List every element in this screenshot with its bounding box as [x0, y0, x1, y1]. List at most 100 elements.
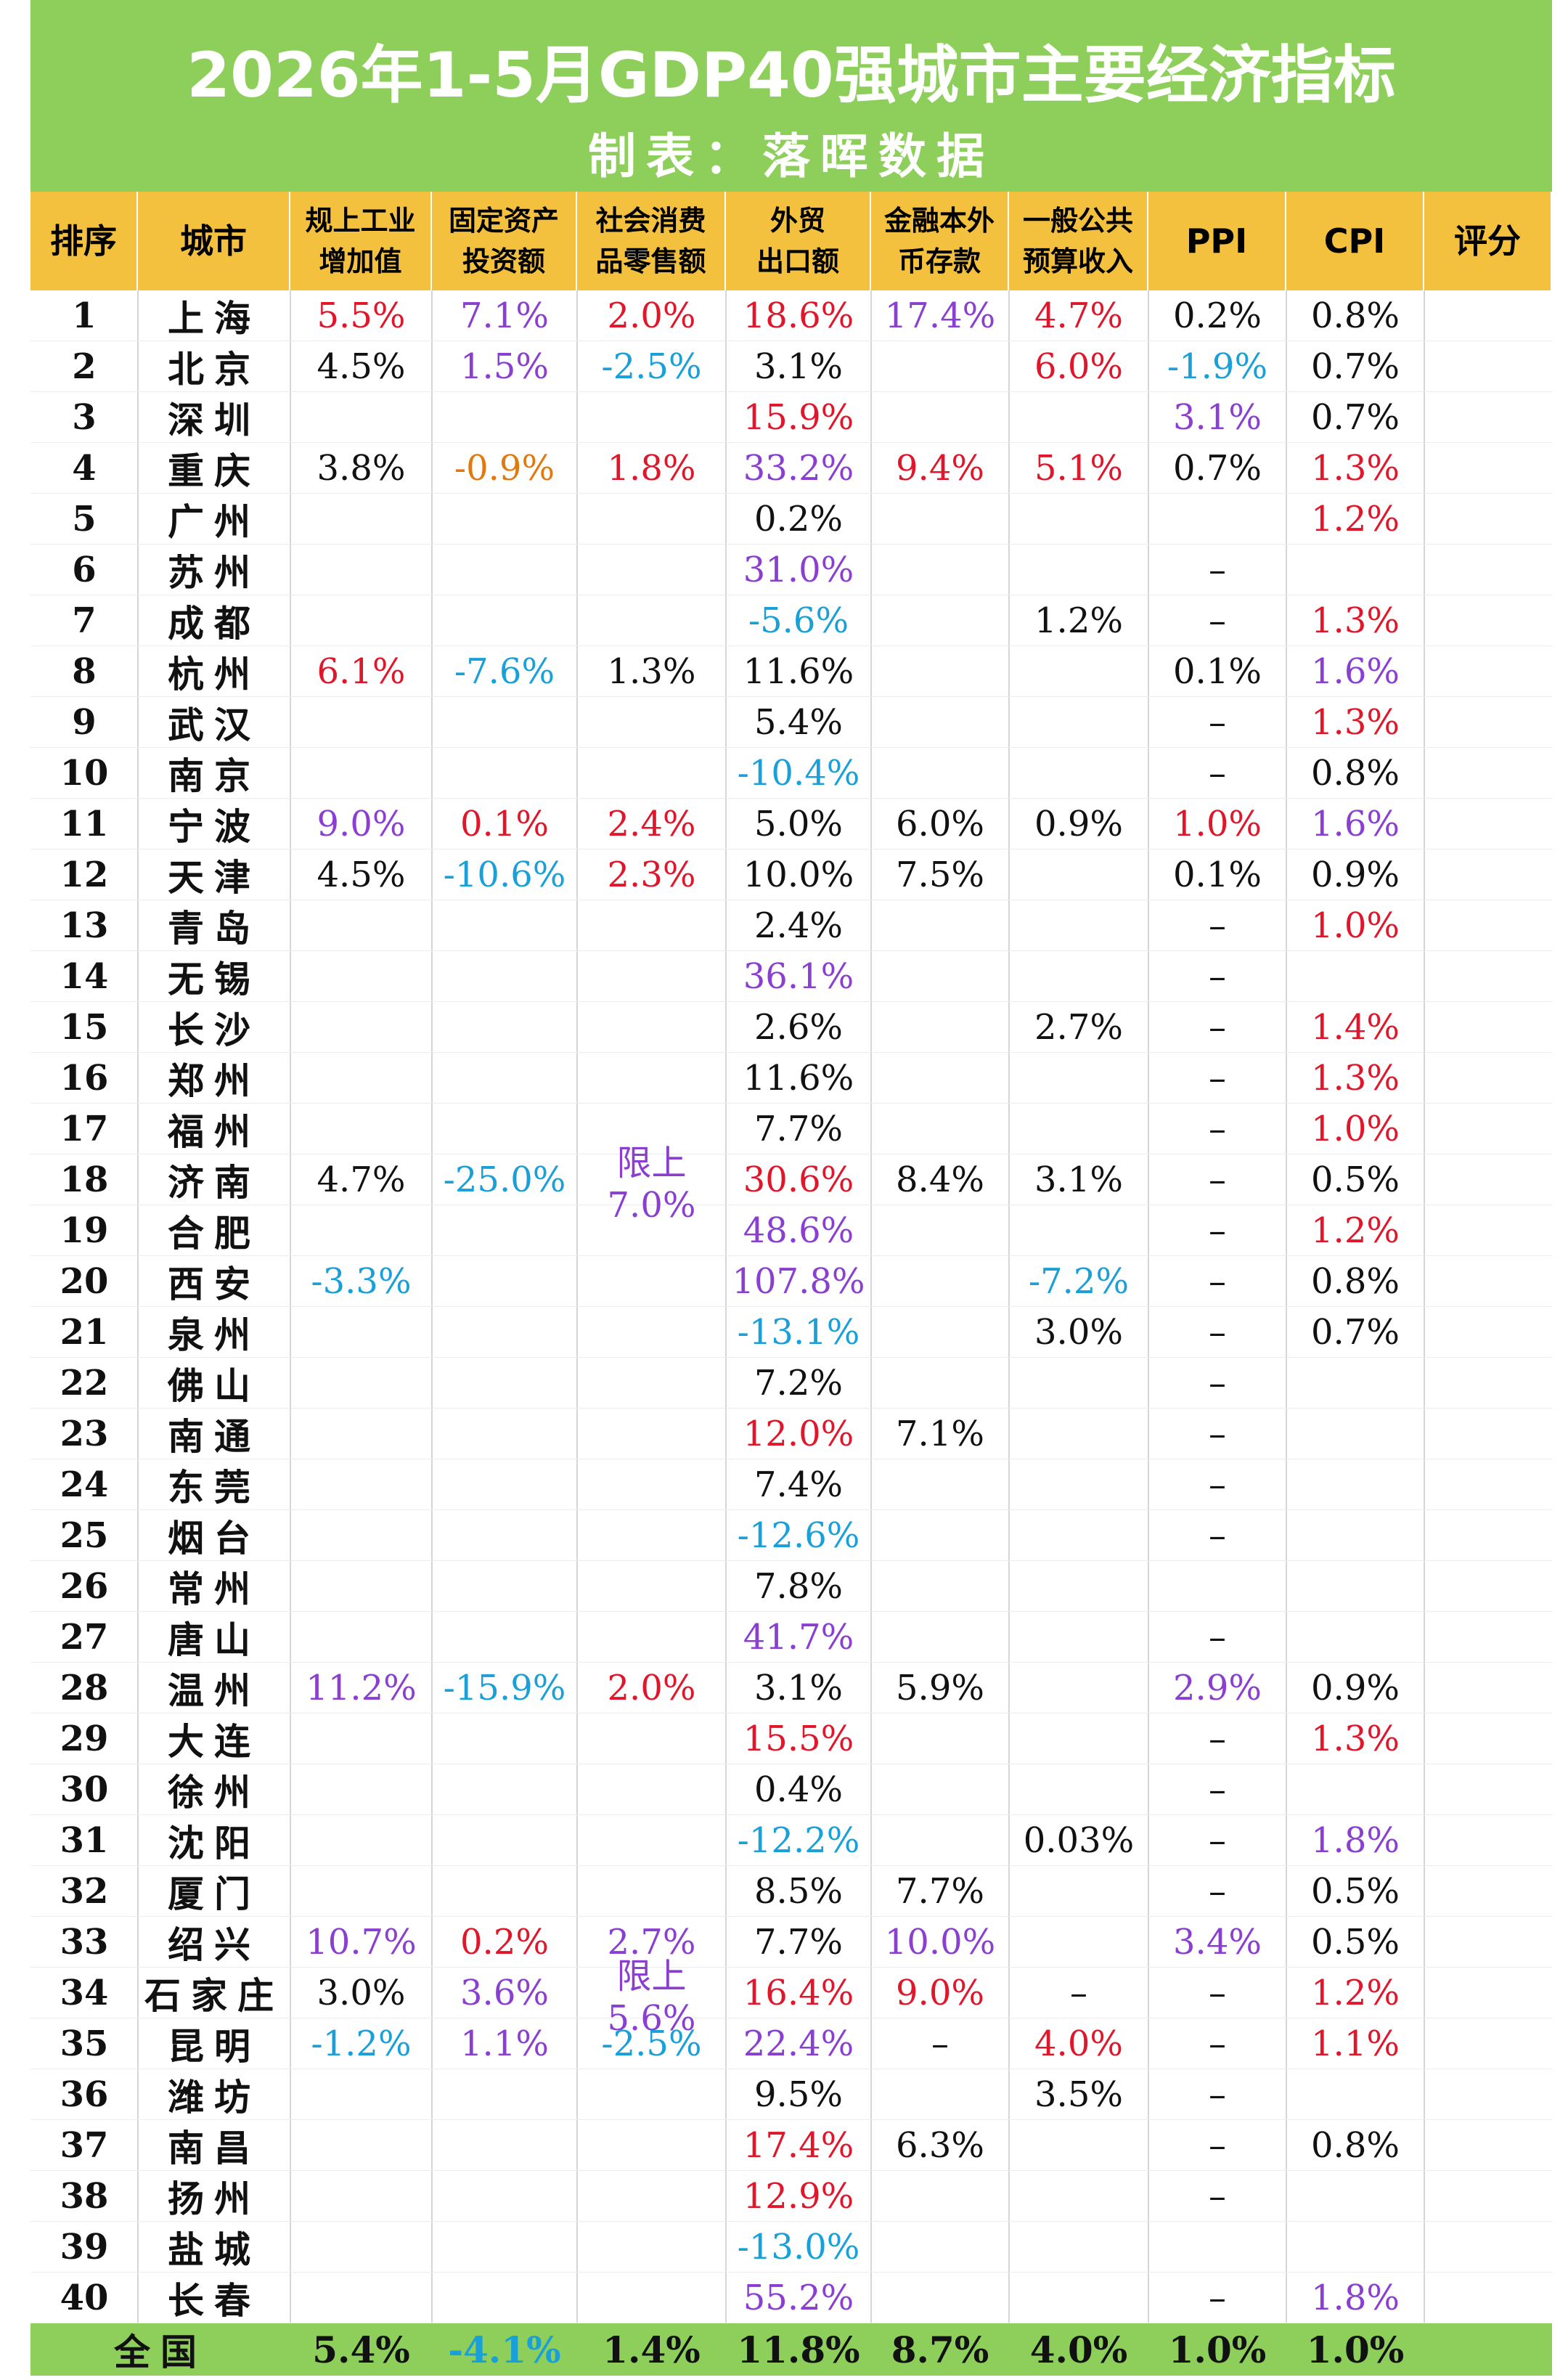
table-cell: 0.9% — [1034, 804, 1123, 844]
table-cell: 北京 — [168, 348, 261, 391]
subtitle: 制表：落晖数据 — [588, 129, 995, 184]
table-cell: 南通 — [168, 1415, 261, 1458]
table-cell: -12.2% — [737, 1820, 860, 1861]
table-cell: – — [1209, 2176, 1226, 2217]
table-cell: – — [1209, 1973, 1226, 2013]
table-cell: – — [1209, 1820, 1226, 1861]
table-cell: 1.0% — [1306, 2328, 1405, 2371]
table-cell: 3.0% — [1034, 1312, 1123, 1353]
table-cell: 31 — [60, 1820, 109, 1861]
table-cell: 0.7% — [1311, 397, 1400, 438]
table-cell: 2.9% — [1173, 1668, 1262, 1708]
table-cell: – — [1209, 1769, 1226, 1810]
table-cell: 9.0% — [896, 1973, 984, 2013]
column-divider — [576, 290, 578, 2323]
header-line: 金融本外 — [883, 205, 995, 237]
table-cell: 26 — [60, 1566, 109, 1607]
row-divider — [30, 1306, 1552, 1307]
table-cell: 大连 — [168, 1720, 261, 1763]
table-cell: 12 — [60, 855, 109, 895]
table-cell: 4.0% — [1029, 2328, 1128, 2371]
column-header: 固定资产 投资额 — [432, 192, 577, 290]
row-divider — [30, 442, 1552, 443]
table-cell: -3.3% — [311, 1261, 412, 1302]
table-cell: – — [1209, 1464, 1226, 1505]
column-header: 一般公共 预算收入 — [1009, 192, 1148, 290]
table-cell: – — [1209, 1871, 1226, 1912]
table-cell: 1.8% — [607, 448, 696, 489]
table-cell: -13.1% — [737, 1312, 860, 1353]
column-divider — [137, 290, 139, 2323]
header-line: 社会消费 — [595, 205, 706, 237]
table-cell: -13.0% — [737, 2227, 860, 2267]
table-cell: 3.8% — [317, 448, 406, 489]
header-line: PPI — [1185, 221, 1248, 261]
table-cell: 1.3% — [1311, 448, 1400, 489]
table-cell: 107.8% — [732, 1261, 865, 1302]
table-cell: 9 — [72, 702, 97, 743]
column-header: 社会消费 品零售额 — [577, 192, 726, 290]
table-cell: 长春 — [168, 2279, 261, 2322]
table-cell: 1.2% — [1311, 1210, 1400, 1251]
table-cell: 9.0% — [317, 804, 406, 844]
row-divider — [30, 2272, 1552, 2273]
table-cell: 4.0% — [1034, 2024, 1123, 2064]
table-cell: 无锡 — [168, 958, 261, 1001]
table-cell: 2 — [72, 346, 97, 387]
table-cell: – — [1209, 702, 1226, 743]
table-cell: 4 — [72, 448, 97, 489]
table-cell: 1.3% — [607, 651, 696, 692]
table-cell: 苏州 — [168, 551, 261, 594]
table-cell: 3.1% — [754, 346, 843, 387]
table-cell: -0.9% — [454, 448, 555, 489]
row-divider — [30, 1611, 1552, 1612]
table-cell: 6.0% — [1034, 346, 1123, 387]
table-cell: -10.6% — [443, 855, 566, 895]
table-cell: 1.3% — [1311, 1719, 1400, 1759]
row-divider — [30, 747, 1552, 748]
header-line: 品零售额 — [595, 245, 706, 277]
table-cell: – — [931, 2024, 949, 2064]
table-cell: 0.2% — [754, 499, 843, 539]
table-cell: 39 — [60, 2227, 109, 2267]
table-cell: 11.6% — [743, 1058, 854, 1099]
table-cell: 8 — [72, 651, 97, 692]
row-divider — [30, 1357, 1552, 1358]
table-cell: 29 — [60, 1719, 109, 1759]
column-divider — [1148, 290, 1149, 2323]
table-cell: 成都 — [168, 602, 261, 645]
table-cell: 17.4% — [884, 296, 996, 336]
table-cell: 盐城 — [168, 2228, 261, 2271]
table-cell: 重庆 — [168, 449, 261, 492]
table-cell: 绍兴 — [168, 1923, 261, 1966]
table-cell: – — [1209, 1312, 1226, 1353]
table-cell: 38 — [60, 2176, 109, 2217]
table-cell: – — [1209, 753, 1226, 794]
column-header: 城市 — [138, 192, 290, 290]
table-cell: -7.2% — [1028, 1261, 1130, 1302]
row-divider — [30, 1052, 1552, 1053]
table-cell: 2.7% — [607, 1922, 696, 1963]
column-divider — [1424, 290, 1425, 2323]
column-divider — [1008, 290, 1010, 2323]
table-cell: 15.9% — [743, 397, 854, 438]
table-cell: 11.2% — [306, 1668, 417, 1708]
table-cell: 1.3% — [1311, 702, 1400, 743]
table-cell: 18.6% — [743, 296, 854, 336]
table-cell: 16.4% — [743, 1973, 854, 2013]
row-divider — [30, 2221, 1552, 2222]
table-cell: 0.8% — [1311, 2125, 1400, 2166]
table-cell: 17.4% — [743, 2125, 854, 2166]
table-cell: – — [1209, 1617, 1226, 1658]
table-cell: -4.1% — [448, 2328, 561, 2371]
row-divider — [30, 1662, 1552, 1663]
table-cell: 30 — [60, 1769, 109, 1810]
table-cell: 1.4% — [1311, 1007, 1400, 1048]
table-cell: 33.2% — [743, 448, 854, 489]
table-cell: 1.0% — [1311, 905, 1400, 946]
table-cell: 2.7% — [1034, 1007, 1123, 1048]
table-cell: 0.1% — [1173, 651, 1262, 692]
header-line: 增加值 — [319, 245, 402, 277]
table-cell: 佛山 — [168, 1364, 261, 1407]
